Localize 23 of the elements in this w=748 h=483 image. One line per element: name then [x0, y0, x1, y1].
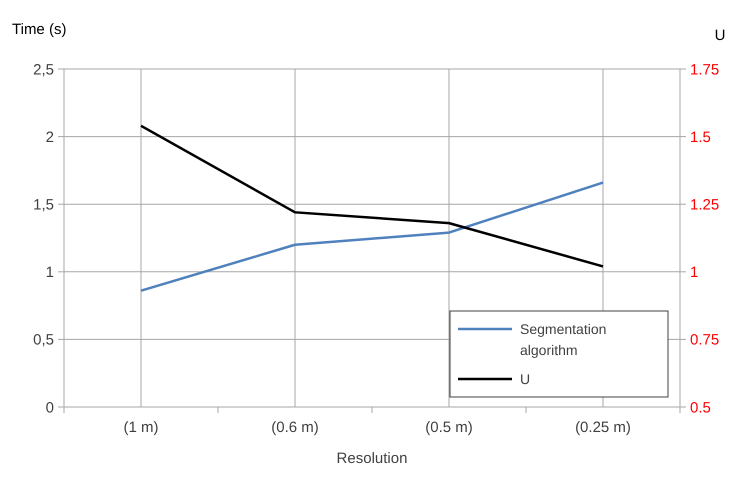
- y-tick-label: 2,5: [33, 61, 54, 78]
- y-tick-label: 1: [46, 264, 54, 282]
- y2-tick-label: 0.5: [690, 399, 711, 416]
- y-tick-label: 0: [46, 399, 54, 416]
- y2-tick-label: 1: [690, 264, 698, 282]
- legend-label: U: [520, 370, 530, 387]
- y2-tick-label: 1.5: [690, 128, 711, 146]
- x-tick-label: (0.5 m): [425, 419, 473, 436]
- line-series: [140, 181, 604, 292]
- y2-axis-title: U: [714, 27, 726, 44]
- y-tick-label: 0,5: [33, 332, 54, 349]
- y2-tick-label: 1.25: [690, 196, 720, 214]
- y2-tick-label: 0.75: [690, 332, 720, 349]
- legend-label: Segmentation algorithm: [520, 320, 606, 358]
- line-series: [140, 124, 604, 268]
- y2-tick-label: 1.75: [690, 61, 720, 78]
- x-tick-label: (0.6 m): [271, 419, 319, 436]
- y-axis-title: Time (s): [12, 21, 66, 38]
- y-tick-label: 1,5: [33, 196, 54, 214]
- y-tick-label: 2: [46, 128, 54, 146]
- x-axis-title: Resolution: [336, 450, 408, 467]
- x-tick-label: (1 m): [124, 419, 158, 436]
- x-tick-label: (0.25 m): [575, 419, 631, 436]
